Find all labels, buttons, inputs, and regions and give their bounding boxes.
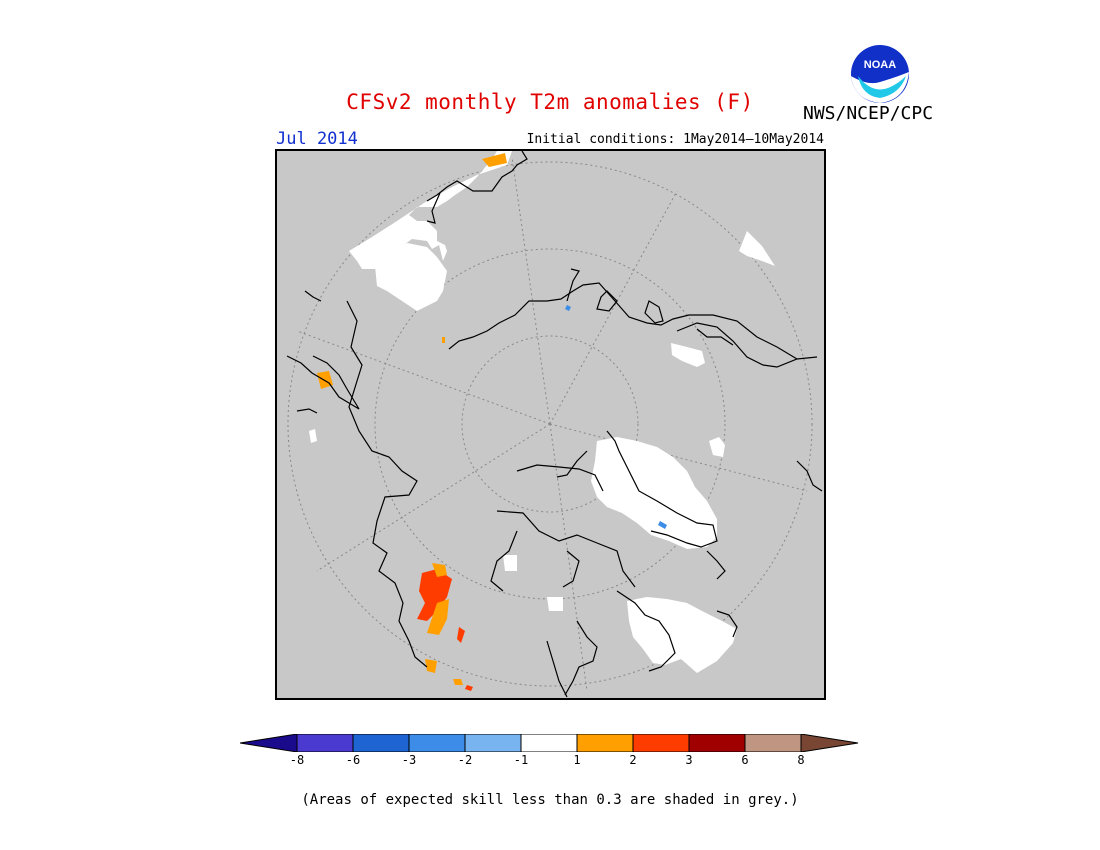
legend-tick-label: 3 — [685, 753, 693, 767]
legend-tick-label: -3 — [401, 753, 417, 767]
skill-footnote: (Areas of expected skill less than 0.3 a… — [301, 792, 799, 808]
legend-tick-label: 1 — [573, 753, 581, 767]
legend-cell — [576, 734, 634, 752]
legend-cell — [352, 734, 410, 752]
legend-cell — [408, 734, 466, 752]
legend-cell — [296, 734, 354, 752]
warm-anomalies — [317, 153, 507, 691]
legend-cell — [520, 734, 578, 752]
polar-map-svg — [286, 151, 823, 698]
legend-tick-label: 8 — [797, 753, 805, 767]
legend-tick-label: -6 — [345, 753, 361, 767]
legend-tick-label: -8 — [289, 753, 305, 767]
map-title: CFSv2 monthly T2m anomalies (F) — [346, 90, 754, 114]
color-legend — [240, 734, 859, 752]
legend-tick-label: -1 — [513, 753, 529, 767]
legend-tick-label: -2 — [457, 753, 473, 767]
agency-label: NWS/NCEP/CPC — [803, 103, 934, 124]
coastlines — [286, 151, 823, 698]
forecast-period: Jul 2014 — [276, 129, 358, 149]
graticule — [287, 156, 813, 692]
legend-cell — [744, 734, 802, 752]
legend-arrow-low — [240, 734, 298, 752]
cold-anomalies — [565, 305, 667, 529]
svg-text:NOAA: NOAA — [864, 59, 896, 71]
neutral-regions — [309, 151, 775, 673]
initial-conditions: Initial conditions: 1May2014–10May2014 — [526, 132, 824, 147]
legend-cell — [464, 734, 522, 752]
legend-arrow-high — [800, 734, 859, 752]
anomaly-map — [275, 149, 826, 700]
legend-cell — [688, 734, 746, 752]
legend-tick-label: 2 — [629, 753, 637, 767]
noaa-logo-icon: NOAA — [848, 42, 912, 106]
legend-cell — [632, 734, 690, 752]
legend-tick-label: 6 — [741, 753, 749, 767]
